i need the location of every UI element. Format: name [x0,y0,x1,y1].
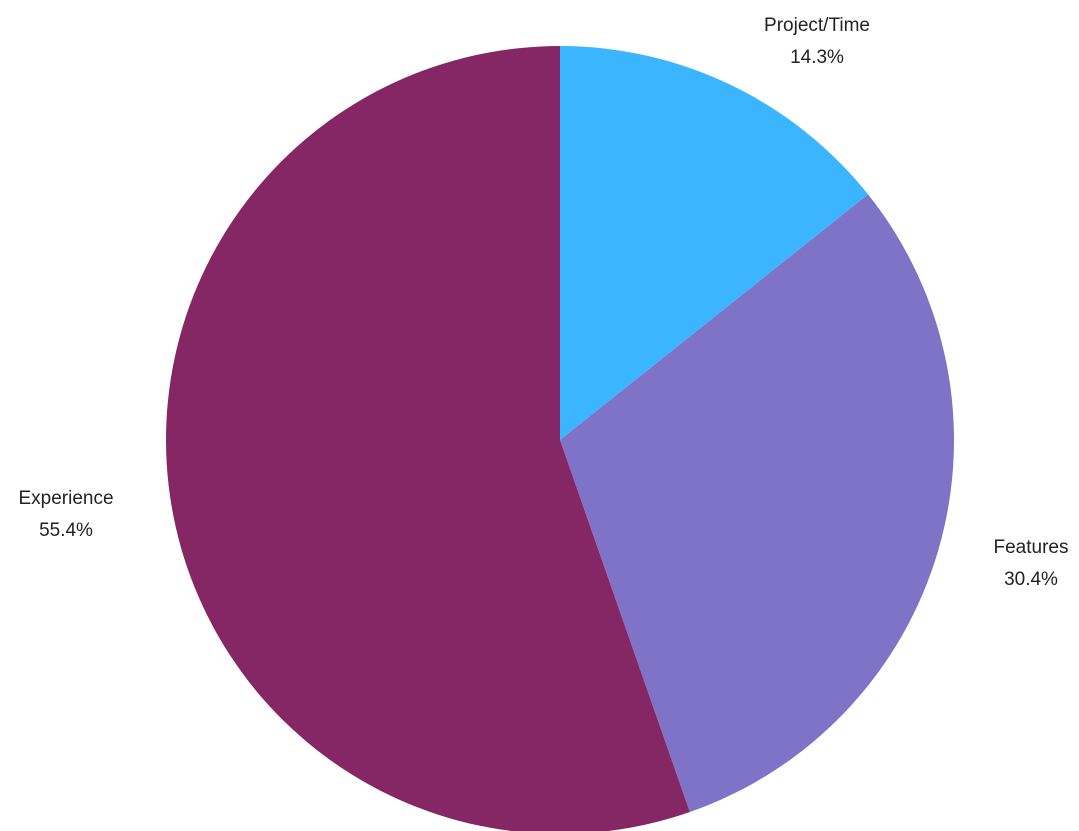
slice-percent-project-time: 14.3% [790,47,844,68]
pie-labels: Project/Time 14.3% Features 30.4% Experience… [18,15,1068,590]
slice-percent-features: 30.4% [1004,569,1058,590]
pie-slice-features [560,194,954,812]
pie-slice-experience [166,46,690,831]
slice-percent-experience: 55.4% [39,520,93,541]
slice-label-experience: Experience [18,488,113,509]
slice-label-project-time: Project/Time [764,15,870,36]
pie-slices [166,46,954,831]
pie-slice-project-time [560,46,869,440]
slice-label-features: Features [994,537,1069,558]
